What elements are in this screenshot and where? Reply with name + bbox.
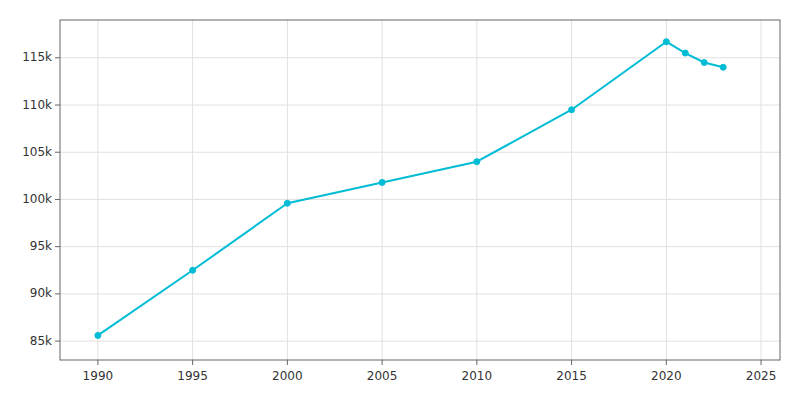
- marker: [682, 50, 688, 56]
- x-grid-line: [761, 20, 762, 360]
- y-tick: [55, 293, 60, 294]
- x-grid-line: [571, 20, 572, 360]
- y-tick-label: 85k: [30, 334, 52, 348]
- y-tick: [55, 57, 60, 58]
- x-grid-line: [382, 20, 383, 360]
- y-tick-label: 100k: [22, 192, 52, 206]
- x-tick-label: 2005: [367, 369, 398, 383]
- line: [98, 42, 723, 336]
- y-grid-line: [60, 293, 780, 294]
- x-tick: [192, 360, 193, 365]
- marker: [663, 39, 669, 45]
- marker: [284, 200, 290, 206]
- marker: [379, 179, 385, 185]
- x-tick-label: 1990: [83, 369, 114, 383]
- y-tick-label: 95k: [30, 239, 52, 253]
- x-tick: [97, 360, 98, 365]
- y-grid-line: [60, 341, 780, 342]
- x-grid-line: [666, 20, 667, 360]
- x-tick-label: 2025: [746, 369, 777, 383]
- marker: [701, 60, 707, 66]
- marker: [95, 332, 101, 338]
- y-grid-line: [60, 152, 780, 153]
- x-tick: [761, 360, 762, 365]
- x-tick-label: 2020: [651, 369, 682, 383]
- x-tick-label: 2010: [462, 369, 493, 383]
- x-grid-line: [97, 20, 98, 360]
- y-tick: [55, 246, 60, 247]
- chart-svg: 85k 90k 95k 100k 105k 110k 115k 1990 1995 2000 200…: [0, 0, 800, 400]
- marker: [474, 159, 480, 165]
- x-tick: [571, 360, 572, 365]
- x-grid-line: [287, 20, 288, 360]
- y-tick-label: 105k: [22, 145, 52, 159]
- x-tick: [382, 360, 383, 365]
- x-tick: [287, 360, 288, 365]
- plot-frame: [60, 20, 780, 360]
- x-grid-line: [476, 20, 477, 360]
- series: [95, 39, 726, 339]
- y-grid-line: [60, 105, 780, 106]
- x-tick-label: 2015: [556, 369, 587, 383]
- x-tick: [666, 360, 667, 365]
- marker: [190, 267, 196, 273]
- y-tick: [55, 105, 60, 106]
- grid: [60, 20, 780, 360]
- x-grid-line: [192, 20, 193, 360]
- y-tick: [55, 341, 60, 342]
- y-grid-line: [60, 199, 780, 200]
- y-grid-line: [60, 57, 780, 58]
- y-tick-label: 115k: [22, 50, 52, 64]
- y-tick-label: 110k: [22, 98, 52, 112]
- marker: [720, 64, 726, 70]
- x-tick-label: 2000: [272, 369, 303, 383]
- y-tick-label: 90k: [30, 286, 52, 300]
- x-tick-label: 1995: [177, 369, 208, 383]
- axes: 85k 90k 95k 100k 105k 110k 115k 1990 1995 2000 200…: [22, 20, 780, 383]
- y-tick: [55, 152, 60, 153]
- marker: [569, 107, 575, 113]
- y-grid-line: [60, 246, 780, 247]
- chart-container: 85k 90k 95k 100k 105k 110k 115k 1990 1995 2000 200…: [0, 0, 800, 400]
- y-tick: [55, 199, 60, 200]
- x-tick: [476, 360, 477, 365]
